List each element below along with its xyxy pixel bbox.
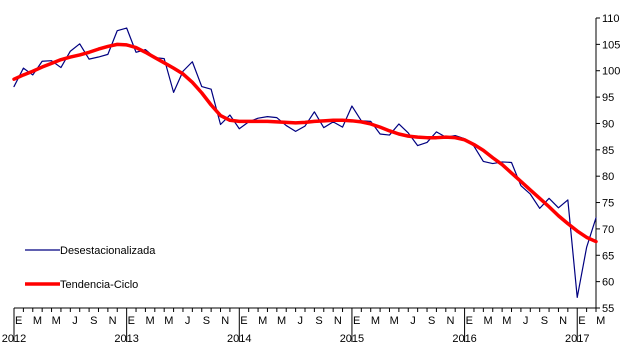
x-month-label: E [578, 315, 585, 327]
x-month-label: N [109, 315, 117, 327]
x-month-label: S [315, 315, 322, 327]
x-month-label: S [428, 315, 435, 327]
x-month-label: N [447, 315, 455, 327]
x-month-label: E [466, 315, 473, 327]
legend: Desestacionalizada Tendencia-Ciclo [25, 245, 156, 291]
x-month-label: M [277, 315, 286, 327]
x-year-label: 2016 [452, 333, 476, 343]
legend-label-desestacionalizada: Desestacionalizada [60, 245, 156, 257]
x-year-label: 2012 [2, 333, 26, 343]
y-tick-label: 85 [602, 145, 614, 157]
x-month-label: J [410, 315, 416, 327]
y-tick-label: 95 [602, 92, 614, 104]
x-month-label: M [52, 315, 61, 327]
x-year-label: 2014 [227, 333, 251, 343]
x-month-label: S [541, 315, 548, 327]
x-month-label: S [203, 315, 210, 327]
x-month-label: J [72, 315, 78, 327]
x-year-label: 2017 [565, 333, 589, 343]
x-month-label: J [298, 315, 304, 327]
x-year-label: 2013 [114, 333, 138, 343]
x-month-label: M [502, 315, 511, 327]
series-layer [12, 27, 598, 299]
series-line-tendencia-ciclo [12, 42, 598, 244]
series-line-desestacionalizada [13, 27, 597, 299]
x-month-label: E [240, 315, 247, 327]
y-tick-label: 105 [602, 39, 620, 51]
x-month-label: E [353, 315, 360, 327]
x-month-label: M [371, 315, 380, 327]
x-month-label: N [559, 315, 567, 327]
x-month-label: M [258, 315, 267, 327]
y-axis: 55 60 65 70 75 80 85 90 95 100 105 110 [595, 13, 620, 315]
x-month-label: M [596, 315, 605, 327]
y-tick-label: 80 [602, 171, 614, 183]
x-month-label: E [15, 315, 22, 327]
y-tick-label: 55 [602, 303, 614, 315]
x-month-label: E [128, 315, 135, 327]
x-month-label: M [483, 315, 492, 327]
x-year-label: 2015 [340, 333, 364, 343]
y-tick-label: 70 [602, 224, 614, 236]
x-month-label: M [390, 315, 399, 327]
x-month-label: N [334, 315, 342, 327]
y-tick-label: 65 [602, 250, 614, 262]
y-tick-label: 60 [602, 277, 614, 289]
x-month-label: M [33, 315, 42, 327]
x-month-label: M [146, 315, 155, 327]
x-month-label: S [90, 315, 97, 327]
x-month-label: N [221, 315, 229, 327]
x-month-label: M [164, 315, 173, 327]
y-tick-label: 100 [602, 66, 620, 78]
legend-label-tendencia-ciclo: Tendencia-Ciclo [60, 279, 138, 291]
y-tick-label: 90 [602, 118, 614, 130]
y-tick-label: 110 [602, 13, 620, 25]
y-tick-label: 75 [602, 198, 614, 210]
x-month-label: J [185, 315, 191, 327]
x-month-label: J [523, 315, 529, 327]
